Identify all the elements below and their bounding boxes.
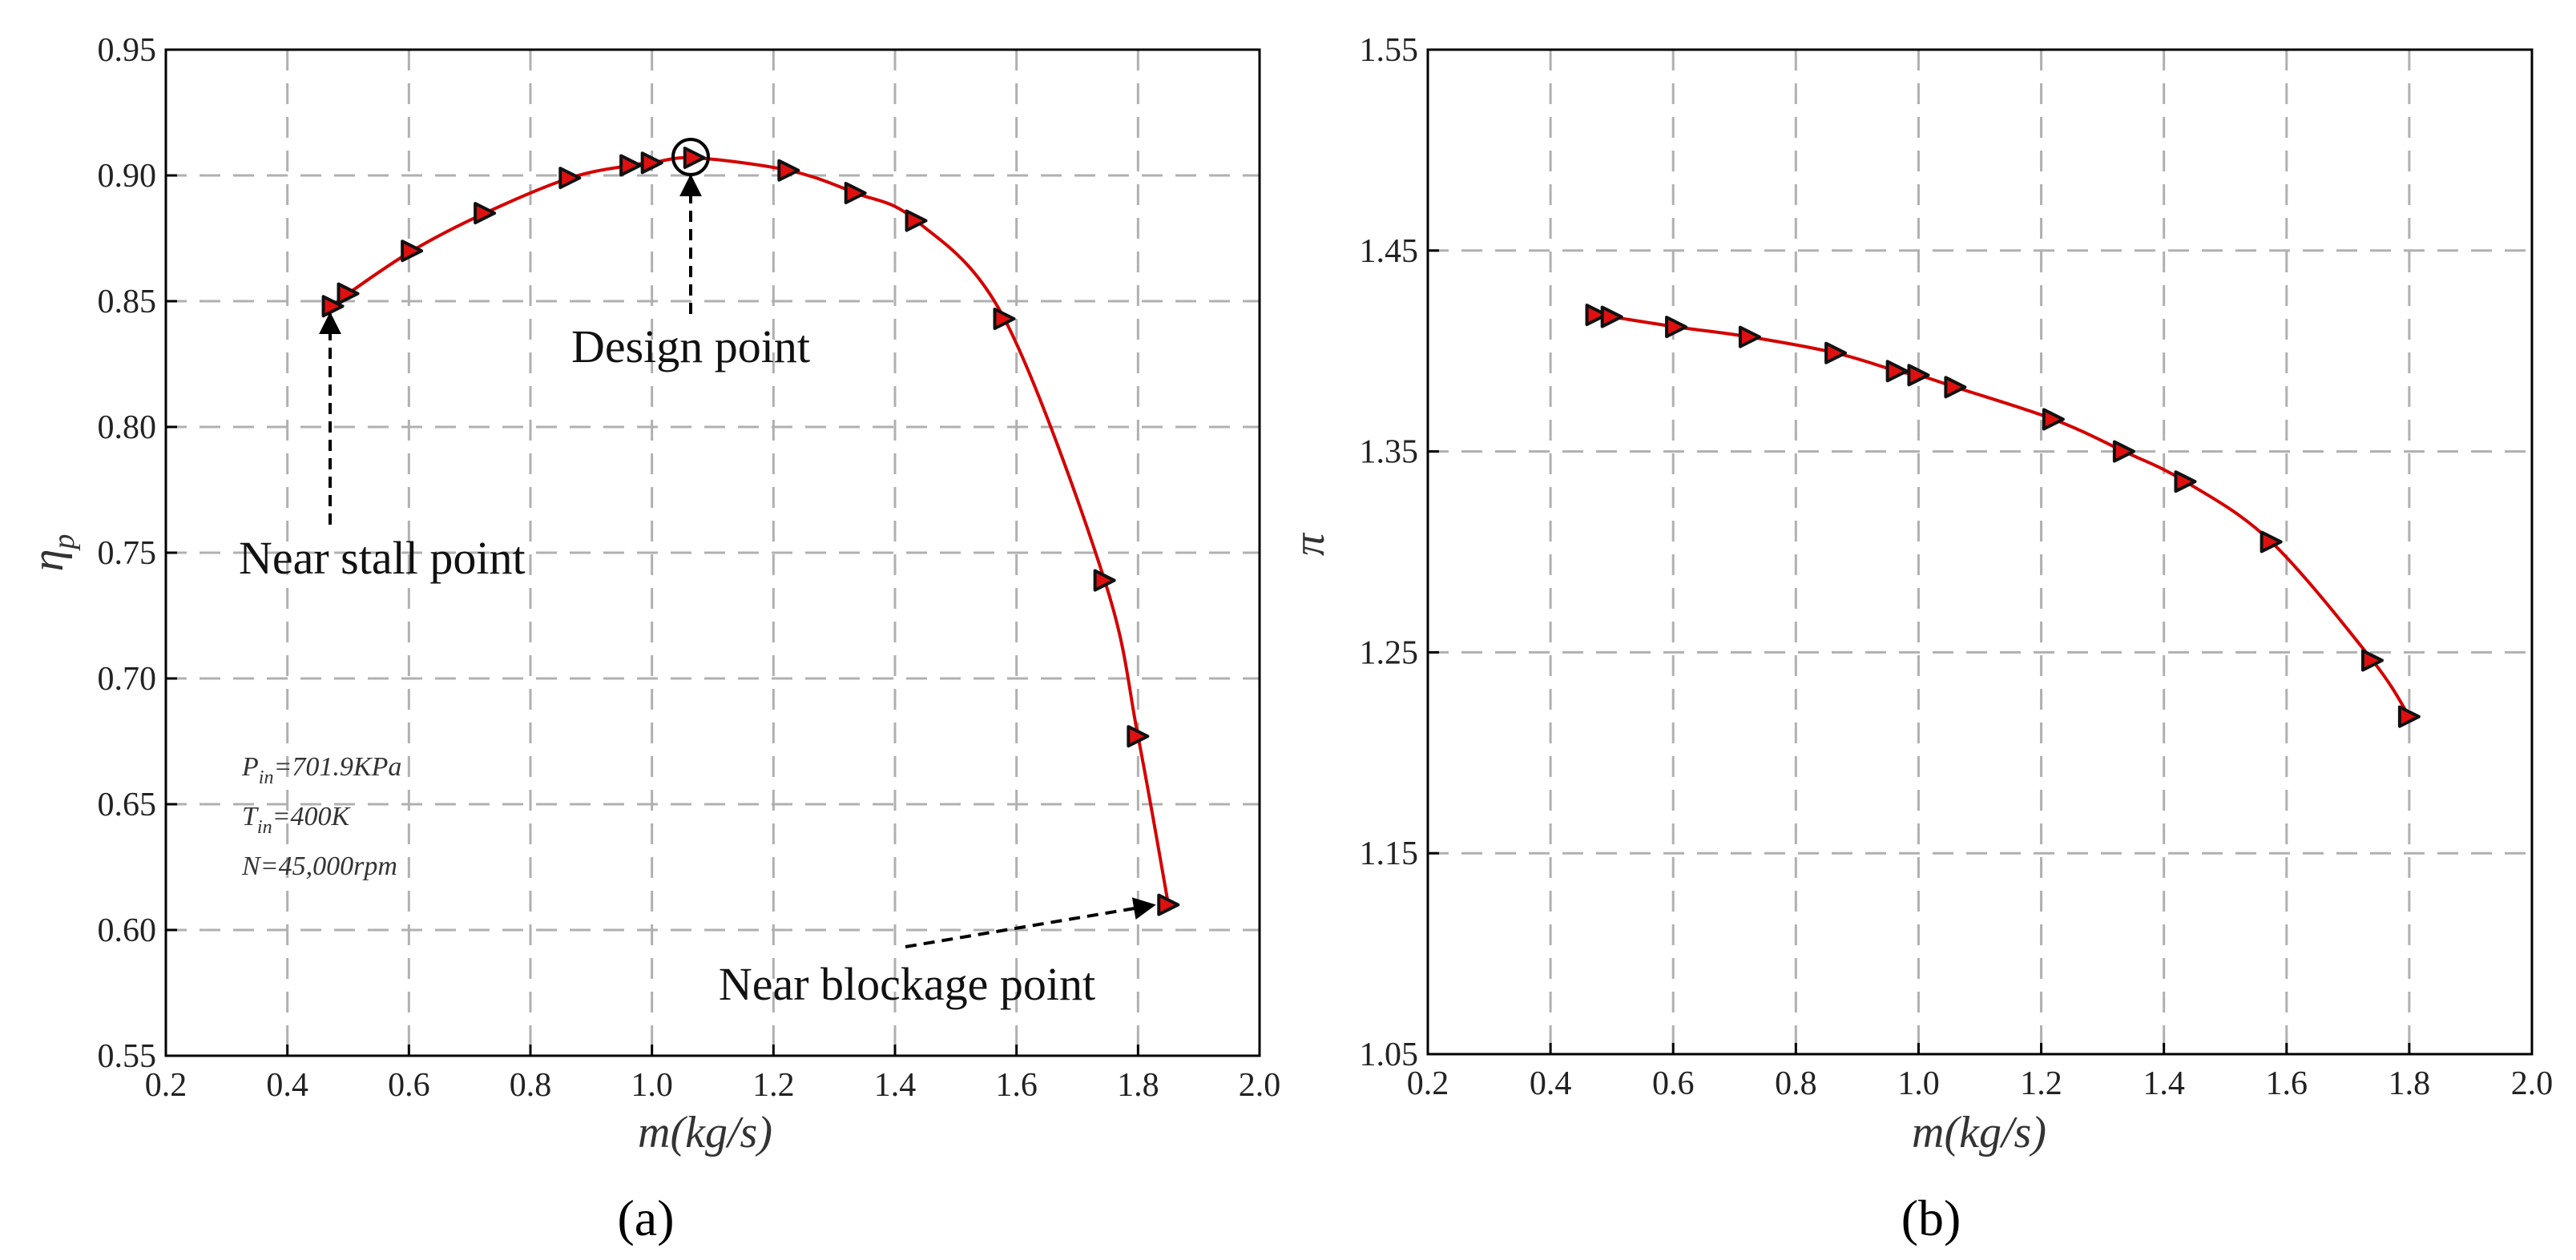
pressure-ratio-x-tick-label: 2.0 <box>2511 1065 2554 1102</box>
pressure-ratio-x-axis-title: m(kg/s) <box>1912 1108 2046 1157</box>
efficiency-data-point <box>844 181 867 204</box>
efficiency-chart-panel: 0.2 0.4 0.6 0.8 1.0 1.2 1.4 1.6 1.8 2.0 0.550.600… <box>23 32 1280 1246</box>
efficiency-data-point <box>1157 893 1180 916</box>
efficiency-data-point <box>905 209 928 232</box>
pressure-ratio-data-point <box>2112 440 2135 463</box>
pressure-ratio-data-point <box>1665 316 1688 339</box>
efficiency-x-tick-label: 2.0 <box>1239 1067 1281 1104</box>
inlet-pressure-label: Pin=701.9KPa <box>241 752 401 788</box>
efficiency-x-axis-title: m(kg/s) <box>638 1108 772 1157</box>
efficiency-y-tick-label: 0.60 <box>98 912 157 949</box>
near-blockage-arrow <box>905 897 1156 948</box>
efficiency-y-tick-label: 0.85 <box>98 284 157 320</box>
near-blockage-label: Near blockage point <box>719 958 1095 1010</box>
pressure-ratio-data-point <box>1944 376 1967 399</box>
pressure-ratio-x-tick-label: 1.0 <box>1897 1065 1940 1102</box>
pressure-ratio-y-tick-label: 1.55 <box>1360 32 1419 69</box>
design-point-label: Design point <box>571 320 810 372</box>
pressure-ratio-data-point <box>1824 341 1848 364</box>
pressure-ratio-plot-frame <box>1426 48 2534 1056</box>
pressure-ratio-data-point <box>2260 530 2283 554</box>
efficiency-x-tick-label: 1.8 <box>1117 1067 1159 1104</box>
efficiency-y-tick-label: 0.65 <box>98 787 157 823</box>
pressure-ratio-x-tick-labels: 0.2 0.4 0.6 0.8 1.0 1.2 1.4 1.6 1.8 2.0 <box>1407 1043 2554 1102</box>
efficiency-y-tick-label: 0.80 <box>98 409 157 446</box>
pressure-ratio-y-axis-title: π <box>1284 532 1334 556</box>
pressure-ratio-y-tick-label: 1.45 <box>1360 233 1419 270</box>
pressure-ratio-x-tick-label: 1.6 <box>2266 1065 2308 1102</box>
efficiency-y-tick-label: 0.90 <box>98 158 157 195</box>
panel-a-label: (a) <box>617 1190 674 1246</box>
efficiency-x-tick-label: 1.0 <box>631 1067 673 1104</box>
efficiency-y-tick-labels: 0.55 0.60 0.65 0.70 0.75 0.80 0.85 0.90 0.95 <box>98 32 177 1075</box>
pressure-ratio-x-tick-label: 0.4 <box>1530 1065 1572 1102</box>
efficiency-y-axis-title: ηp <box>23 534 81 572</box>
efficiency-x-tick-label: 0.4 <box>266 1067 308 1104</box>
pressure-ratio-x-tick-label: 0.6 <box>1652 1065 1695 1102</box>
efficiency-y-tick-label: 0.70 <box>98 661 157 698</box>
efficiency-data-markers <box>321 147 1180 916</box>
efficiency-data-point <box>1127 725 1150 748</box>
efficiency-data-point <box>640 151 663 175</box>
efficiency-x-tick-label: 1.6 <box>995 1067 1038 1104</box>
pressure-ratio-data-point <box>1907 364 1930 387</box>
pressure-ratio-y-tick-label: 1.25 <box>1360 634 1419 671</box>
pressure-ratio-gridlines <box>1428 50 2532 1054</box>
pressure-ratio-y-tick-label: 1.15 <box>1360 835 1419 872</box>
efficiency-data-point <box>993 307 1016 330</box>
efficiency-data-point <box>401 240 424 263</box>
efficiency-data-point <box>1093 569 1116 592</box>
efficiency-data-point <box>474 202 497 225</box>
pressure-ratio-data-point <box>1600 305 1623 328</box>
efficiency-x-tick-label: 0.8 <box>510 1067 552 1104</box>
pressure-ratio-y-tick-labels: 1.05 1.15 1.25 1.35 1.45 1.55 <box>1360 32 1439 1073</box>
efficiency-data-point <box>321 295 345 318</box>
efficiency-x-tick-label: 1.2 <box>752 1067 795 1104</box>
efficiency-data-point <box>683 147 706 170</box>
efficiency-data-point <box>558 167 582 190</box>
efficiency-x-tick-label: 0.2 <box>145 1067 187 1104</box>
pressure-ratio-data-point <box>1738 325 1761 348</box>
pressure-ratio-x-tick-label: 1.8 <box>2389 1065 2431 1102</box>
pressure-ratio-data-point <box>2042 408 2065 431</box>
pressure-ratio-x-tick-label: 0.8 <box>1775 1065 1817 1102</box>
pressure-ratio-data-point <box>2174 470 2197 493</box>
efficiency-gridlines <box>166 50 1260 1056</box>
pressure-ratio-data-point <box>2397 705 2421 728</box>
efficiency-x-tick-labels: 0.2 0.4 0.6 0.8 1.0 1.2 1.4 1.6 1.8 2.0 <box>145 1045 1281 1104</box>
efficiency-data-point <box>777 159 800 182</box>
pressure-ratio-data-point <box>1585 304 1608 327</box>
efficiency-y-tick-label: 0.95 <box>98 32 157 69</box>
pressure-ratio-data-point <box>2360 649 2384 672</box>
inlet-temperature-label: Tin=400K <box>242 802 352 838</box>
pressure-ratio-data-point <box>1885 360 1909 383</box>
pressure-ratio-x-tick-label: 1.2 <box>2020 1065 2062 1102</box>
efficiency-data-point <box>337 282 360 305</box>
pressure-ratio-y-tick-label: 1.05 <box>1360 1037 1419 1073</box>
rotational-speed-label: N=45,000rpm <box>241 851 397 881</box>
pressure-ratio-y-tick-label: 1.35 <box>1360 434 1419 471</box>
near-stall-label: Near stall point <box>239 532 526 584</box>
pressure-ratio-data-markers <box>1585 304 2421 728</box>
efficiency-y-tick-label: 0.55 <box>98 1038 157 1075</box>
panel-b-label: (b) <box>1901 1190 1961 1246</box>
efficiency-data-point <box>619 154 643 177</box>
efficiency-x-tick-label: 1.4 <box>874 1067 917 1104</box>
efficiency-y-tick-label: 0.75 <box>98 535 157 572</box>
pressure-ratio-x-tick-label: 0.2 <box>1407 1065 1449 1102</box>
efficiency-x-tick-label: 0.6 <box>388 1067 430 1104</box>
pressure-ratio-chart-panel: 0.2 0.4 0.6 0.8 1.0 1.2 1.4 1.6 1.8 2.0 1.051.151… <box>1284 32 2553 1246</box>
pressure-ratio-x-tick-label: 1.4 <box>2143 1065 2185 1102</box>
